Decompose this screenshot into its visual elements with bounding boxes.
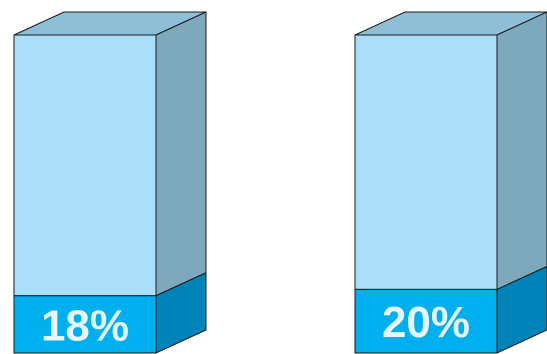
bar-empty-front [13,34,157,297]
bars-group: 18% 20% [13,11,547,354]
bar-empty-side [496,11,547,291]
bar-fill-front [354,288,498,354]
bar-empty-front [354,34,498,290]
bar-value-label: 18% [41,301,129,350]
bar-fill-front [13,295,157,354]
bar-empty-side [155,11,207,297]
bar-value-label: 20% [382,298,470,347]
